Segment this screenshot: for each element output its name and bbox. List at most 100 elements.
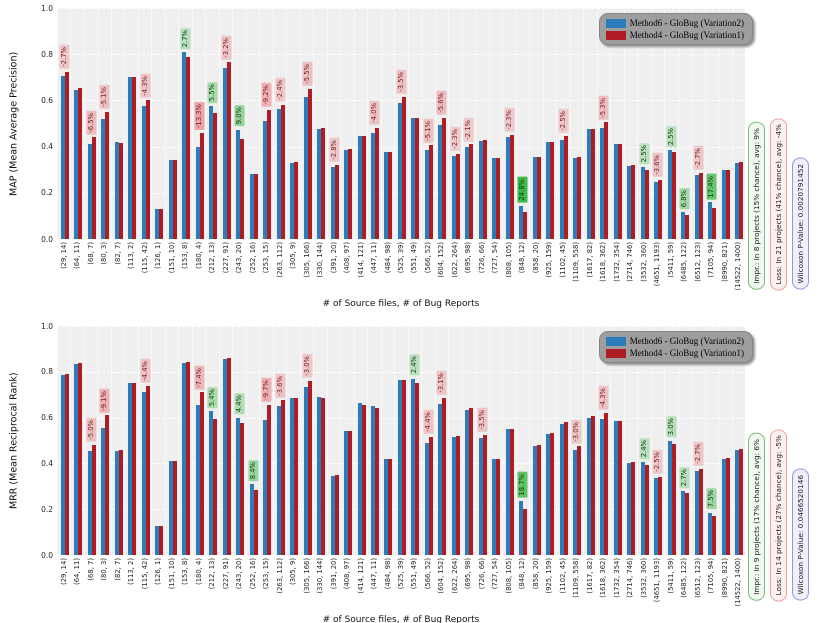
- legend-label-method4: Method4 - GloBug (Variation1): [629, 348, 744, 358]
- diff-label: -4.0%: [370, 101, 380, 126]
- bar-group: [407, 8, 422, 239]
- bar-group: -2.7%: [691, 8, 705, 239]
- x-tick-label: (68, 7): [86, 558, 95, 581]
- diff-label: -2.7%: [693, 442, 704, 467]
- bar-group: [178, 326, 192, 555]
- x-tick-label: (604, 152): [437, 558, 446, 594]
- bar-method6: [357, 136, 362, 239]
- bar-method6: [667, 440, 672, 555]
- mrr-stats-annotations: Impr.: In 9 projects (17% chance), avg: …: [748, 428, 809, 601]
- bar-group: 9.0%: [232, 8, 246, 239]
- improvement-annotation: Impr.: In 9 projects (17% chance), avg: …: [748, 433, 765, 601]
- x-tick-label: (4651, 1193): [653, 558, 662, 603]
- bar-method4: [415, 117, 420, 239]
- bar-method6: [128, 383, 133, 555]
- bar-method4: [118, 449, 123, 555]
- bar-method6: [222, 359, 227, 555]
- gridline: [57, 54, 745, 56]
- bar-group: -3.1%: [434, 326, 449, 555]
- legend-label-method6: Method6 - GloBug (Variation2): [629, 18, 744, 28]
- bar-method6: [573, 158, 578, 239]
- bar-group: -3.0%: [299, 326, 314, 555]
- bar-group: -2.8%: [326, 8, 341, 239]
- bar-method4: [550, 141, 555, 239]
- diff-label: -6.5%: [86, 110, 97, 135]
- bar-method6: [74, 363, 79, 555]
- diff-label: 7.5%: [707, 488, 717, 510]
- bar-group: [218, 326, 233, 555]
- diff-label: -5.1%: [423, 118, 434, 143]
- x-tick-label: (243, 20): [235, 242, 244, 274]
- bar-method6: [101, 118, 106, 239]
- method4-color-swatch: [605, 348, 626, 358]
- bar-method6: [155, 526, 160, 555]
- bar-method4: [118, 143, 123, 239]
- bar-group: [151, 326, 165, 555]
- x-tick-label: (808, 105): [504, 558, 513, 594]
- bar-method4: [442, 398, 447, 555]
- x-tick-label: (408, 97): [343, 242, 352, 274]
- bar-method6: [478, 140, 483, 239]
- bar-group: -2.3%: [448, 8, 462, 239]
- bar-method6: [87, 450, 92, 555]
- x-tick-label: (263, 112): [275, 242, 284, 278]
- x-tick-label: (1102, 45): [558, 558, 567, 594]
- bar-method6: [303, 96, 308, 239]
- map-y-axis-title: MAP (Mean Average Precision): [8, 51, 20, 196]
- bar-group: 2.4%: [637, 326, 651, 555]
- bar-method4: [401, 96, 406, 239]
- x-tick-label: (447, 11): [370, 558, 379, 590]
- bar-method6: [330, 476, 335, 555]
- y-tick-label: 0.0: [41, 550, 53, 560]
- bar-method6: [276, 108, 281, 239]
- bar-group: [718, 8, 732, 239]
- bar-method4: [307, 380, 312, 555]
- bar-group: [340, 326, 354, 555]
- bar-group: -4.3%: [596, 326, 611, 555]
- bar-method4: [213, 113, 218, 239]
- bar-method4: [401, 379, 406, 555]
- bar-method4: [388, 458, 393, 555]
- legend: Method6 - GloBug (Variation2) Method4 - …: [598, 13, 753, 45]
- diff-label: -4.3%: [140, 73, 151, 98]
- bar-method4: [550, 432, 555, 555]
- y-tick-label: 0.4: [41, 458, 53, 468]
- bar-group: [164, 326, 179, 555]
- bar-group: -3.5%: [475, 326, 489, 555]
- x-tick-label: (727, 54): [491, 242, 500, 274]
- x-tick-label: (3532, 360): [639, 558, 648, 598]
- x-tick-label: (414, 121): [356, 558, 365, 594]
- bar-group: -2.5%: [556, 8, 570, 239]
- legend-item-method6: Method6 - GloBug (Variation2): [605, 336, 744, 346]
- bar-method4: [334, 165, 339, 239]
- x-tick-label: (180, 4): [194, 558, 203, 585]
- bar-method4: [698, 173, 703, 239]
- bar-group: -6.5%: [83, 8, 98, 239]
- bar-method4: [604, 122, 609, 239]
- bar-method4: [523, 212, 528, 239]
- x-tick-label: (525, 39): [397, 558, 405, 590]
- bar-method6: [317, 397, 322, 555]
- bar-method6: [438, 403, 443, 555]
- x-tick-label: (153, 8): [181, 558, 190, 585]
- x-tick-label: (2714, 746): [626, 242, 635, 282]
- bar-method6: [654, 182, 659, 239]
- x-tick-label: (212, 13): [208, 558, 217, 590]
- bar-group: [556, 326, 570, 555]
- bar-method4: [658, 477, 663, 555]
- diff-label: 5.5%: [208, 81, 218, 104]
- bar-method4: [698, 469, 703, 555]
- bar-group: -5.6%: [434, 8, 449, 239]
- bar-method6: [290, 398, 295, 555]
- legend-label-method4: Method4 - GloBug (Variation1): [629, 30, 744, 40]
- x-tick-label: (695, 98): [464, 558, 473, 590]
- bar-group: [380, 8, 395, 239]
- x-tick-label: (64, 11): [73, 242, 82, 269]
- bar-method6: [681, 212, 686, 239]
- map-x-tick-labels: (29, 14) (64, 11) (68, 7) (80, 3) (82, 7) (11…: [57, 241, 745, 301]
- bar-method4: [442, 117, 447, 239]
- bar-method4: [577, 446, 582, 555]
- bar-method4: [644, 169, 649, 239]
- bar-group: [286, 326, 300, 555]
- bar-method6: [694, 175, 699, 239]
